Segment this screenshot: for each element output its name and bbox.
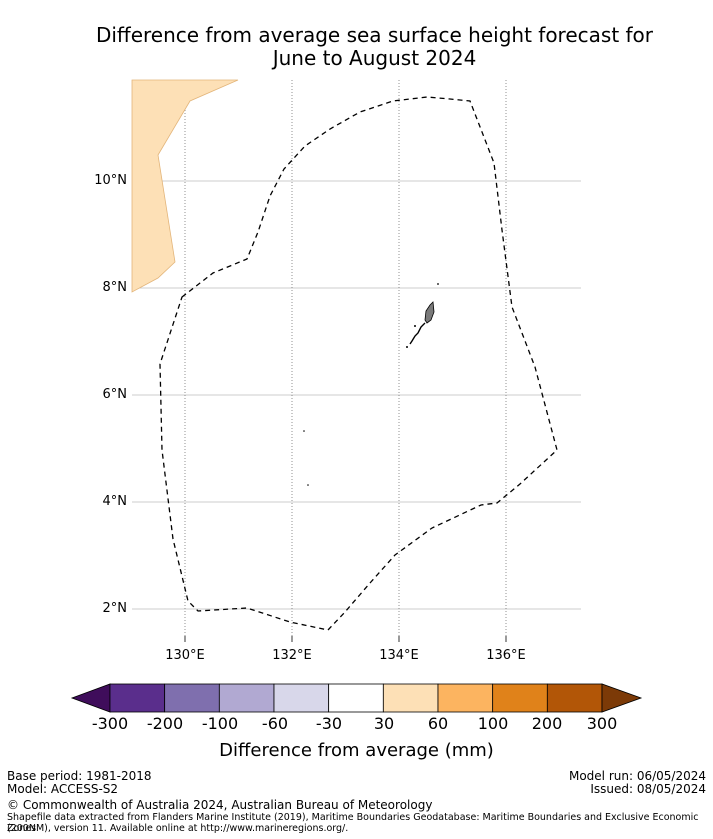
- colorbar-title: Difference from average (mm): [219, 740, 494, 761]
- title-line-2: June to August 2024: [272, 46, 477, 70]
- lon-label-136e: 136°E: [486, 648, 526, 663]
- colorbar-segments: [70, 683, 643, 713]
- colorbar-segment: [218, 683, 275, 713]
- colorbar-segment: [437, 683, 494, 713]
- lat-label-8n: 8°N: [102, 280, 128, 295]
- source-line-1: Shapefile data extracted from Flanders M…: [7, 812, 699, 834]
- colorbar-segment: [273, 683, 330, 713]
- colorbar-segment: [492, 683, 548, 713]
- issued-date: Issued: 08/05/2024: [590, 782, 706, 796]
- island-dot-4: [303, 430, 305, 432]
- source-line-2: (200NM), version 11. Available online at…: [7, 823, 349, 834]
- cbar-tick-label: -200: [146, 714, 184, 733]
- land-area: [131, 79, 239, 293]
- lon-label-130e: 130°E: [165, 648, 205, 663]
- lat-label-10n: 10°N: [94, 173, 127, 188]
- island-dot-2: [406, 346, 408, 348]
- island-babeldaob: [424, 301, 435, 324]
- cbar-tick-label: 30: [373, 714, 395, 733]
- title-line-1: Difference from average sea surface heig…: [95, 23, 654, 47]
- lat-label-4n: 4°N: [102, 494, 128, 509]
- cbar-tick-label: 200: [531, 714, 563, 733]
- colorbar-segment: [109, 683, 166, 713]
- model-run: Model run: 06/05/2024: [568, 769, 706, 783]
- island-dot-3: [437, 283, 439, 285]
- colorbar-extend-high: [601, 683, 643, 713]
- base-period: Base period: 1981-2018: [7, 769, 152, 783]
- cbar-tick-label: -100: [201, 714, 239, 733]
- map-title: Difference from average sea surface heig…: [0, 24, 713, 70]
- cbar-tick-label: -300: [91, 714, 129, 733]
- model-name: Model: ACCESS-S2: [7, 782, 119, 796]
- cbar-tick-label: -30: [315, 714, 343, 733]
- cbar-tick-label: -60: [261, 714, 289, 733]
- colorbar-segment: [546, 683, 603, 713]
- tick-marks: [184, 636, 507, 642]
- eez-boundary: [159, 96, 558, 631]
- cbar-tick-label: 100: [477, 714, 509, 733]
- colorbar-segment: [164, 683, 220, 713]
- cbar-tick-label: 60: [427, 714, 449, 733]
- copyright: © Commonwealth of Australia 2024, Austra…: [7, 798, 433, 812]
- lon-label-132e: 132°E: [272, 648, 312, 663]
- colorbar-extend-low: [70, 683, 111, 713]
- colorbar-segment: [328, 683, 384, 713]
- colorbar-segment: [382, 683, 439, 713]
- lat-label-6n: 6°N: [102, 387, 128, 402]
- lon-label-134e: 134°E: [379, 648, 419, 663]
- cbar-tick-label: 300: [586, 714, 618, 733]
- island-dot-5: [307, 484, 309, 486]
- island-southern-chain: [409, 322, 426, 345]
- lat-label-2n: 2°N: [102, 601, 128, 616]
- palau-islands: [303, 283, 439, 486]
- island-dot-1: [414, 325, 416, 327]
